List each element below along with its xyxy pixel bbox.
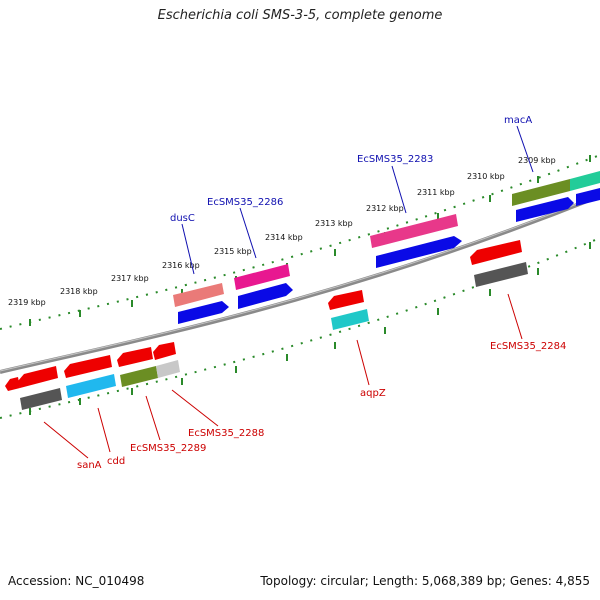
- gene-feature-ecsms35-2288-2[interactable]: [156, 360, 180, 378]
- gene-label-ecsms35-2284[interactable]: EcSMS35_2284: [490, 341, 566, 352]
- genome-summary: Topology: circular; Length: 5,068,389 bp…: [260, 574, 590, 588]
- kbp-label: 2319 kbp: [8, 298, 46, 307]
- gene-feature-aqpz-2[interactable]: [331, 309, 369, 330]
- gene-label-maca[interactable]: macA: [504, 115, 532, 126]
- gene-feature-blue[interactable]: [376, 236, 462, 268]
- upper-scale-track: [0, 154, 600, 330]
- kbp-label: 2317 kbp: [111, 274, 149, 283]
- reverse-leader-lines: [43, 293, 523, 459]
- gene-label-ecsms35-2288[interactable]: EcSMS35_2288: [188, 428, 264, 439]
- gene-feature-small[interactable]: [5, 377, 20, 391]
- genome-backbone-highlight: [0, 194, 600, 372]
- gene-feature-cdd-2[interactable]: [66, 374, 116, 398]
- lower-major-ticks: [29, 242, 591, 415]
- gene-label-aqpz[interactable]: aqpZ: [360, 388, 386, 399]
- genome-backbone: [0, 194, 600, 374]
- kbp-label: 2315 kbp: [214, 247, 252, 256]
- gene-feature-blue[interactable]: [178, 301, 229, 324]
- gene-feature-ecsms35-2289-2[interactable]: [120, 366, 158, 387]
- kbp-label: 2318 kbp: [60, 287, 98, 296]
- gene-feature-maca[interactable]: [512, 179, 570, 206]
- gene-feature-ecsms35-2286[interactable]: [234, 264, 290, 290]
- upper-major-ticks: [29, 155, 591, 326]
- gene-label-ecsms35-2289[interactable]: EcSMS35_2289: [130, 443, 206, 454]
- kbp-label: 2313 kbp: [315, 219, 353, 228]
- gene-feature-ecsms35-2289[interactable]: [117, 347, 153, 367]
- accession-info: Accession: NC_010498: [8, 574, 145, 588]
- kbp-label: 2310 kbp: [467, 172, 505, 181]
- gene-feature-ecsms35-2284[interactable]: [470, 240, 522, 265]
- forward-leader-lines: [181, 125, 534, 275]
- gene-label-ecsms35-2283[interactable]: EcSMS35_2283: [357, 154, 433, 165]
- gene-feature-blue[interactable]: [238, 283, 293, 309]
- gene-feature-gray[interactable]: [474, 262, 528, 287]
- gene-label-sana[interactable]: sanA: [77, 460, 102, 471]
- gene-feature-blue[interactable]: [516, 197, 574, 222]
- gene-feature-dusc[interactable]: [173, 283, 224, 307]
- gene-feature-cdd[interactable]: [64, 355, 112, 378]
- gene-feature-blue[interactable]: [576, 188, 600, 206]
- kbp-label: 2309 kbp: [518, 156, 556, 165]
- genome-title: Escherichia coli SMS-3-5, complete genom…: [157, 8, 443, 23]
- kbp-label: 2314 kbp: [265, 233, 303, 242]
- gene-feature-ecsms35-2288[interactable]: [153, 342, 176, 360]
- gene-feature-sana[interactable]: [18, 366, 58, 388]
- gene-feature-gray[interactable]: [20, 388, 62, 410]
- gene-label-ecsms35-2286[interactable]: EcSMS35_2286: [207, 197, 283, 208]
- gene-feature-ecsms35-2283[interactable]: [370, 214, 458, 248]
- kbp-label: 2312 kbp: [366, 204, 404, 213]
- gene-label-cdd[interactable]: cdd: [107, 456, 125, 467]
- kbp-label: 2316 kbp: [162, 261, 200, 270]
- gene-feature-aqpz[interactable]: [328, 290, 364, 310]
- gene-feature-maca-2[interactable]: [570, 171, 600, 191]
- kbp-label: 2311 kbp: [417, 188, 455, 197]
- gene-label-dusc[interactable]: dusC: [170, 213, 195, 224]
